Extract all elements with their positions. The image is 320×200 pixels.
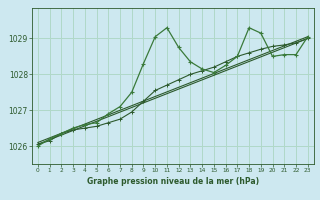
X-axis label: Graphe pression niveau de la mer (hPa): Graphe pression niveau de la mer (hPa) [87,177,259,186]
